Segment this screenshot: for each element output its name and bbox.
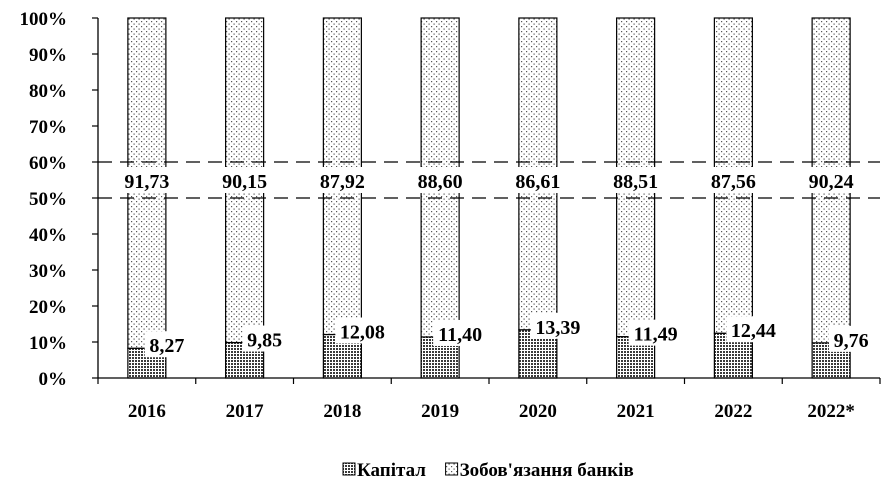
data-label-liabilities-2017: 90,15	[217, 167, 272, 193]
data-label-text: 88,60	[418, 171, 463, 193]
data-label-text: 11,49	[634, 324, 678, 346]
data-label-liabilities-2022: 87,56	[706, 167, 761, 193]
legend: Капітал Зобов'язання банків	[342, 460, 634, 481]
data-label-capital-2022*: 9,76	[828, 325, 874, 352]
y-tick-label: 50%	[29, 189, 67, 210]
data-label-text: 9,76	[834, 330, 869, 352]
data-label-text: 91,73	[124, 171, 169, 193]
data-label-text: 12,44	[731, 320, 776, 342]
data-label-bg	[828, 325, 874, 352]
data-label-liabilities-2016: 91,73	[119, 167, 174, 193]
x-tick-label: 2022	[714, 401, 752, 422]
axes-layer: 0% 10% 20% 30% 40% 50% 60% 70% 80% 90% 100% 2016 201…	[20, 9, 881, 422]
x-tick-label: 2022*	[807, 401, 855, 422]
data-label-liabilities-2021: 88,51	[608, 167, 663, 193]
data-label-capital-2020: 13,39	[530, 312, 585, 339]
data-label-capital-2021: 11,49	[628, 319, 683, 346]
data-label-text: 87,92	[320, 171, 365, 193]
y-tick-label: 20%	[29, 297, 67, 318]
data-label-bg	[413, 167, 468, 193]
legend-swatch-liabilities	[445, 462, 459, 476]
data-label-capital-2018: 12,08	[335, 317, 390, 344]
reference-lines-layer	[98, 161, 880, 199]
data-labels-layer: 8,27 91,73 9,85 90,15 12,08 87,92 11,40 88,60 13…	[119, 167, 874, 358]
data-label-bg	[706, 167, 761, 193]
data-label-bg	[530, 312, 585, 339]
data-label-capital-2016: 8,27	[144, 331, 190, 358]
data-label-bg	[628, 319, 683, 346]
legend-label-capital: Капітал	[357, 460, 426, 481]
data-label-liabilities-2022*: 90,24	[804, 167, 859, 193]
y-tick-label: 0%	[39, 369, 68, 390]
y-tick-label: 70%	[29, 117, 67, 138]
data-label-bg	[242, 325, 287, 352]
data-label-capital-2019: 11,40	[433, 319, 488, 346]
data-label-bg	[726, 316, 781, 343]
y-tick-label: 60%	[29, 153, 67, 174]
y-tick-label: 10%	[29, 333, 67, 354]
data-label-text: 12,08	[340, 322, 385, 344]
y-tick-label: 40%	[29, 225, 67, 246]
legend-label-liabilities: Зобов'язання банків	[460, 460, 634, 481]
data-label-text: 13,39	[535, 317, 580, 339]
y-tick-label: 30%	[29, 261, 67, 282]
y-tick-label: 100%	[20, 9, 68, 30]
data-label-bg	[433, 319, 488, 346]
y-tick-label: 90%	[29, 45, 67, 66]
data-label-text: 11,40	[438, 324, 482, 346]
data-label-bg	[804, 167, 859, 193]
y-tick-label: 80%	[29, 81, 67, 102]
x-tick-label: 2019	[421, 401, 459, 422]
data-label-bg	[608, 167, 663, 193]
data-label-text: 8,27	[149, 335, 184, 357]
data-label-bg	[510, 167, 565, 193]
data-label-bg	[315, 167, 370, 193]
data-label-bg	[217, 167, 272, 193]
data-label-text: 90,24	[809, 171, 854, 193]
data-label-bg	[144, 331, 190, 358]
data-label-text: 88,51	[613, 171, 658, 193]
data-label-bg	[335, 317, 390, 344]
data-label-capital-2022: 12,44	[726, 316, 781, 343]
data-label-text: 9,85	[247, 330, 282, 352]
data-label-text: 86,61	[515, 171, 560, 193]
data-label-text: 87,56	[711, 171, 756, 193]
data-label-text: 90,15	[222, 171, 267, 193]
data-label-liabilities-2020: 86,61	[510, 167, 565, 193]
legend-swatch-capital	[342, 462, 356, 476]
data-label-capital-2017: 9,85	[242, 325, 287, 352]
x-tick-label: 2018	[323, 401, 361, 422]
data-label-liabilities-2019: 88,60	[413, 167, 468, 193]
x-tick-label: 2016	[128, 401, 166, 422]
x-tick-label: 2017	[226, 401, 265, 422]
data-label-bg	[119, 167, 174, 193]
data-label-liabilities-2018: 87,92	[315, 167, 370, 193]
x-tick-label: 2021	[617, 401, 655, 422]
x-tick-label: 2020	[519, 401, 557, 422]
